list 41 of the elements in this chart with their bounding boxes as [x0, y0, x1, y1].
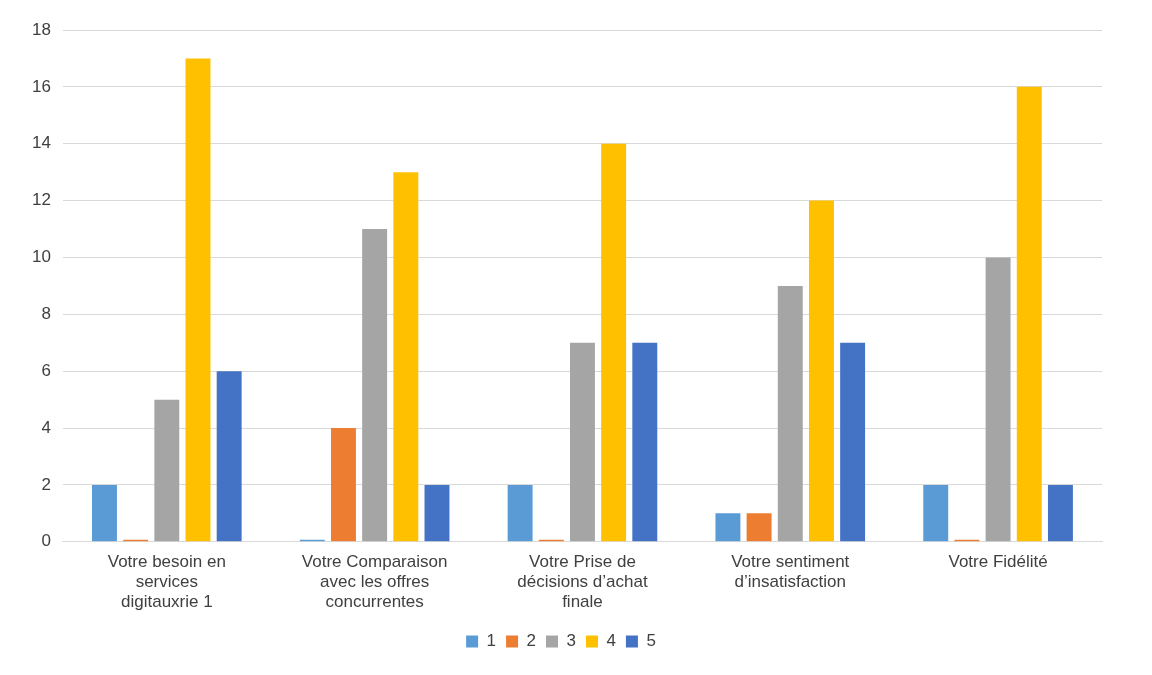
y-tick-label: 10: [31, 247, 51, 267]
legend-label: 5: [646, 631, 656, 651]
bar: [777, 285, 803, 542]
x-tick-label: Votre Prise de décisions d’achat finale: [517, 551, 648, 612]
x-tick-label: Votre besoin en services digitauxrie 1: [107, 551, 226, 612]
y-tick-label: 8: [41, 304, 51, 324]
x-tick-label: Votre Fidélité: [948, 551, 1048, 571]
legend-label: 4: [606, 631, 616, 651]
bar: [507, 484, 533, 542]
bar: [331, 428, 356, 542]
bar: [840, 342, 866, 542]
bar: [393, 172, 419, 542]
legend-label: 1: [486, 631, 497, 651]
bar: [154, 399, 180, 542]
bar: [923, 484, 949, 542]
y-tick-label: 0: [41, 531, 51, 551]
bar: [808, 200, 834, 542]
bar: [185, 58, 211, 542]
legend-label: 3: [566, 631, 576, 651]
bar: [569, 342, 595, 542]
y-tick-label: 14: [31, 133, 51, 153]
y-tick-label: 18: [31, 19, 51, 39]
y-tick-label: 6: [41, 360, 51, 380]
legend-label: 2: [526, 631, 537, 651]
bar: [1047, 484, 1073, 542]
bar: [1016, 86, 1042, 542]
y-tick-label: 12: [31, 190, 51, 210]
bar: [216, 371, 242, 542]
bar: [985, 257, 1011, 542]
x-tick-label: Votre sentiment d’insatisfaction: [731, 551, 850, 592]
bar: [601, 143, 627, 542]
x-tick-label: Votre Comparaison avec les offres concurrentes: [301, 551, 448, 612]
y-tick-label: 4: [41, 417, 51, 437]
bar: [92, 484, 117, 542]
y-tick-label: 2: [41, 474, 51, 494]
bar: [632, 342, 658, 542]
bar: [746, 513, 772, 542]
bar: [424, 484, 450, 542]
y-tick-label: 16: [31, 76, 51, 96]
bar: [362, 229, 388, 542]
bar: [715, 513, 741, 542]
